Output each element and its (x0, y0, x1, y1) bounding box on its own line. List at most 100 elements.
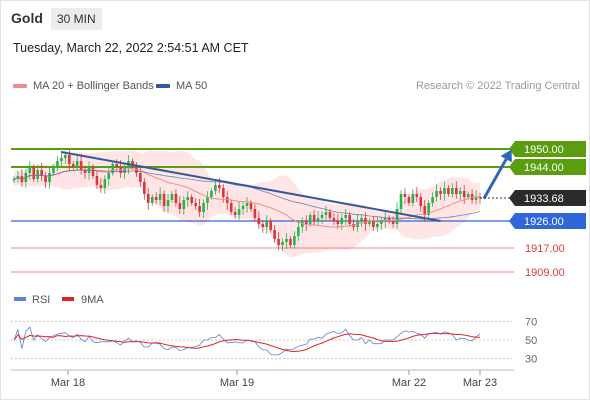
x-tick-label: Mar 22 (392, 377, 426, 389)
candle-body (395, 209, 399, 224)
candle (387, 215, 391, 224)
candle (474, 190, 478, 205)
candle (206, 191, 209, 210)
candle-body (12, 179, 16, 181)
candle-body (40, 170, 43, 176)
candle (368, 218, 371, 227)
candle-body (166, 200, 170, 206)
candle-body (103, 179, 107, 188)
candle (194, 198, 197, 210)
credit-text: Research © 2022 Trading Central (415, 80, 580, 92)
legend-label-rsi: RSI (32, 294, 50, 306)
candle-body (91, 167, 95, 176)
candle-body (111, 164, 115, 173)
candle-body (48, 173, 51, 182)
candle-body (214, 185, 217, 191)
candle (146, 188, 150, 210)
candle (312, 210, 316, 225)
candle (348, 212, 351, 227)
candle-body (174, 194, 178, 203)
candle (379, 217, 383, 230)
rsi-ma-line (13, 332, 481, 353)
rsi-tick-label: 30 (525, 354, 537, 366)
candle-body (225, 197, 229, 203)
candle-body (190, 197, 194, 203)
candle (162, 190, 166, 212)
level-tag-1944.00 (515, 159, 586, 175)
candle (241, 202, 245, 215)
candle-body (71, 164, 75, 167)
candle-body (60, 158, 63, 161)
candle-body (143, 182, 146, 194)
candle-body (229, 203, 233, 212)
rsi-tick-label: 70 (525, 316, 537, 328)
candle-body (466, 194, 470, 197)
candle-body (32, 167, 36, 179)
legend-label-ma50: MA 50 (176, 80, 208, 92)
candle-body (308, 215, 312, 224)
candle (103, 175, 107, 194)
candle (419, 193, 423, 212)
candle-body (368, 221, 371, 224)
candle-body (451, 188, 454, 194)
candle (403, 188, 407, 204)
candle (229, 200, 233, 215)
legend-label-ma20: MA 20 + Bollinger Bands (33, 80, 154, 92)
candle (95, 171, 99, 189)
legend-swatch-rsi (14, 297, 26, 301)
projection-arrow (482, 158, 508, 200)
level-label-1944.00: 1944.00 (524, 162, 564, 174)
candle (344, 209, 348, 225)
candle-body (277, 239, 280, 245)
candle-body (336, 221, 340, 224)
candle-body (324, 212, 328, 215)
candle (233, 207, 237, 219)
candle-body (261, 224, 265, 227)
candle-body (146, 194, 150, 203)
candle-body (383, 218, 387, 221)
candle-body (427, 203, 430, 215)
candle-body (458, 191, 462, 194)
candle-body (407, 197, 411, 203)
candle-body (253, 209, 257, 218)
candle-body (265, 221, 269, 227)
candle (71, 161, 75, 170)
candle (186, 191, 190, 207)
candle (60, 151, 63, 166)
candle (158, 187, 162, 205)
candle (289, 236, 292, 248)
candle (458, 187, 462, 200)
candle (214, 180, 217, 195)
rsi-legend: RSI 9MA (14, 294, 104, 306)
candle-body (399, 194, 403, 209)
candle (435, 184, 438, 202)
candle-body (423, 206, 427, 215)
candle (273, 225, 276, 243)
legend-label-9ma: 9MA (81, 294, 104, 306)
candle-body (186, 197, 190, 200)
candle (154, 192, 158, 204)
candle-body (178, 203, 182, 209)
candle-body (293, 236, 296, 245)
candle (316, 211, 320, 226)
candle-body (107, 173, 111, 179)
candle (245, 197, 249, 213)
candle (407, 194, 411, 206)
candle (265, 215, 269, 234)
timestamp: Tuesday, March 22, 2022 2:54:51 AM CET (13, 41, 249, 55)
candle-body (273, 230, 276, 239)
candle-body (269, 221, 272, 230)
candle (28, 161, 32, 180)
candle (455, 181, 458, 199)
candle (257, 211, 261, 229)
candle-body (249, 203, 253, 209)
candle (332, 213, 336, 225)
candle-body (241, 206, 245, 209)
timeframe-badge[interactable]: 30 MIN (51, 8, 102, 30)
candle-body (376, 224, 379, 227)
candle (36, 165, 39, 183)
candle (451, 183, 454, 198)
candle (462, 185, 466, 204)
candle-body (328, 212, 332, 218)
candle-body (206, 197, 209, 203)
